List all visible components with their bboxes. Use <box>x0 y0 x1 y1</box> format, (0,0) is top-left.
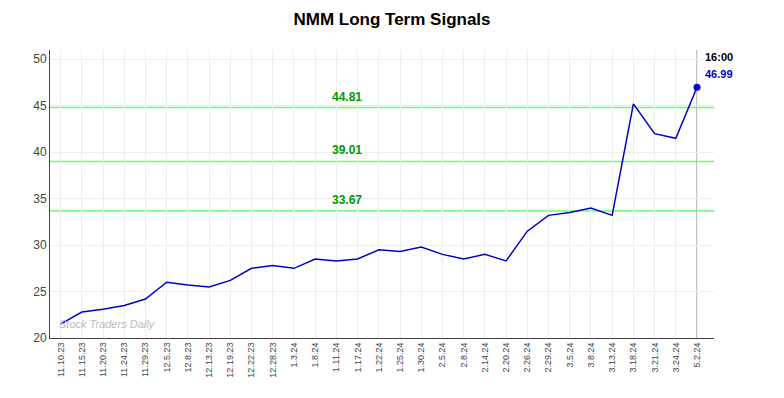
svg-text:2.5.24: 2.5.24 <box>437 343 447 368</box>
svg-text:1.30.24: 1.30.24 <box>416 343 426 373</box>
svg-text:16:00: 16:00 <box>705 51 733 63</box>
svg-text:3.13.24: 3.13.24 <box>607 343 617 373</box>
svg-text:11.20.23: 11.20.23 <box>98 343 108 377</box>
svg-text:3.8.24: 3.8.24 <box>586 343 596 368</box>
svg-text:1.11.24: 1.11.24 <box>331 343 341 372</box>
svg-text:5.2.24: 5.2.24 <box>692 343 702 368</box>
svg-text:12.13.23: 12.13.23 <box>204 343 214 378</box>
svg-text:1.22.24: 1.22.24 <box>374 343 384 373</box>
svg-text:3.5.24: 3.5.24 <box>565 343 575 368</box>
svg-text:39.01: 39.01 <box>332 143 362 157</box>
svg-text:12.28.23: 12.28.23 <box>268 343 278 378</box>
svg-text:50: 50 <box>33 52 47 66</box>
svg-text:11.15.23: 11.15.23 <box>77 343 87 377</box>
svg-text:12.22.23: 12.22.23 <box>246 343 256 378</box>
svg-text:35: 35 <box>33 192 47 206</box>
svg-text:NMM Long Term Signals: NMM Long Term Signals <box>293 10 490 29</box>
svg-text:3.24.24: 3.24.24 <box>671 343 681 373</box>
svg-text:20: 20 <box>33 331 47 345</box>
svg-text:1.3.24: 1.3.24 <box>289 343 299 368</box>
svg-text:3.21.24: 3.21.24 <box>650 343 660 373</box>
svg-text:2.20.24: 2.20.24 <box>501 343 511 373</box>
svg-text:1.8.24: 1.8.24 <box>310 343 320 368</box>
svg-text:1.17.24: 1.17.24 <box>353 343 363 373</box>
svg-text:12.8.23: 12.8.23 <box>183 343 193 373</box>
svg-text:12.19.23: 12.19.23 <box>225 343 235 378</box>
svg-text:11.29.23: 11.29.23 <box>140 343 150 377</box>
svg-text:44.81: 44.81 <box>332 90 362 104</box>
svg-text:3.18.24: 3.18.24 <box>628 343 638 373</box>
svg-text:12.5.23: 12.5.23 <box>162 343 172 373</box>
svg-text:2.14.24: 2.14.24 <box>480 343 490 373</box>
svg-text:30: 30 <box>33 238 47 252</box>
svg-text:11.10.23: 11.10.23 <box>56 343 66 377</box>
svg-text:1.25.24: 1.25.24 <box>395 343 405 373</box>
svg-text:46.99: 46.99 <box>705 68 733 80</box>
svg-text:2.26.24: 2.26.24 <box>522 343 532 373</box>
svg-text:2.8.24: 2.8.24 <box>459 343 469 368</box>
svg-text:Stock Traders Daily: Stock Traders Daily <box>59 318 156 330</box>
svg-text:33.67: 33.67 <box>332 193 362 207</box>
svg-text:40: 40 <box>33 145 47 159</box>
svg-text:11.24.23: 11.24.23 <box>119 343 129 377</box>
svg-text:25: 25 <box>33 285 47 299</box>
svg-text:2.29.24: 2.29.24 <box>543 343 553 373</box>
svg-text:45: 45 <box>33 99 47 113</box>
